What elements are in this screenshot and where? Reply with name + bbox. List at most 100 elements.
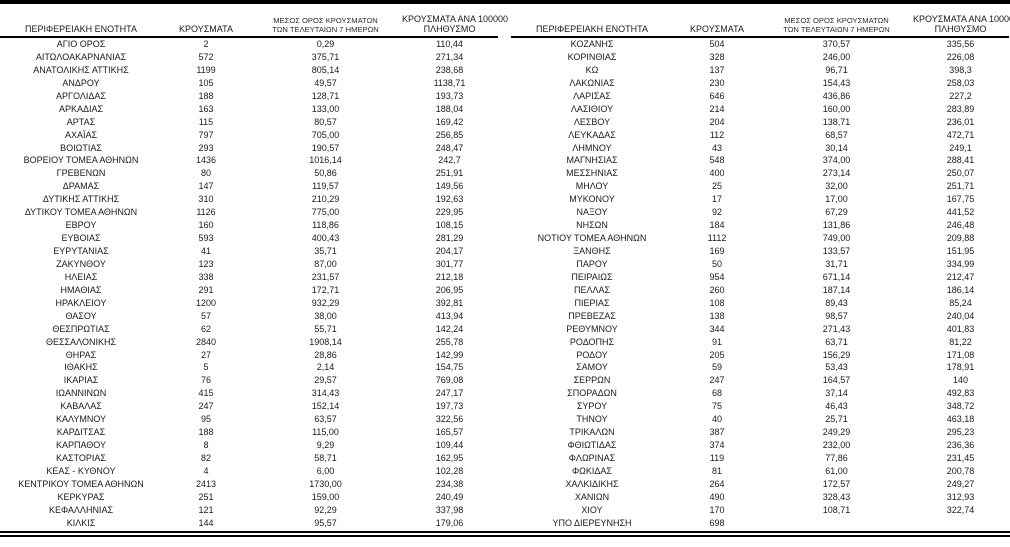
avg-7day-cell: 436,86: [822, 90, 851, 101]
table-row: ΜΗΛΟΥ 25 32,00 251,71: [511, 180, 1009, 193]
per-100k-cell: 226,08: [946, 51, 975, 62]
avg-7day-cell: 119,57: [312, 181, 339, 192]
region-name-cell: ΣΕΡΡΩΝ: [573, 375, 611, 386]
per-100k-cell: 256,85: [435, 129, 464, 140]
per-100k-cell: 348,72: [946, 401, 975, 412]
region-name-cell: ΑΓΙΟ ΟΡΟΣ: [56, 39, 106, 49]
per-100k-cell: 169,42: [435, 116, 464, 127]
table-row: ΦΛΩΡΙΝΑΣ 119 77,86 231,45: [511, 452, 1009, 465]
cases-count-cell: 954: [709, 271, 725, 282]
avg-7day-cell: 374,00: [822, 155, 851, 166]
cases-count-cell: 646: [709, 90, 725, 101]
per-100k-cell: 335,56: [946, 39, 975, 49]
per-100k-cell: 401,83: [946, 323, 975, 334]
region-name-cell: ΚΕΝΤΡΙΚΟΥ ΤΟΜΕΑ ΑΘΗΝΩΝ: [18, 478, 144, 489]
cases-count-cell: 1200: [195, 297, 217, 308]
region-name-cell: ΙΚΑΡΙΑΣ: [63, 375, 99, 386]
per-100k-cell: 186,14: [946, 284, 975, 295]
cases-count-cell: 119: [709, 453, 725, 463]
table-row: ΥΠΟ ΔΙΕΡΕΥΝΗΣΗ 698: [511, 517, 1009, 530]
table-row: ΘΗΡΑΣ 27 28,86 142,99: [0, 349, 498, 362]
region-name-cell: ΔΥΤΙΚΗΣ ΑΤΤΙΚΗΣ: [42, 194, 120, 205]
region-name-cell: ΞΑΝΘΗΣ: [573, 246, 611, 256]
per-100k-cell: 472,71: [946, 129, 975, 140]
avg-7day-cell: 805,14: [311, 64, 340, 75]
avg-7day-cell: 6,00: [316, 465, 335, 476]
region-name-cell: ΛΑΚΩΝΙΑΣ: [569, 77, 615, 88]
region-name-cell: ΖΑΚΥΝΘΟΥ: [56, 258, 106, 269]
table-row: ΣΠΟΡΑΔΩΝ 68 37,14 492,83: [511, 387, 1009, 400]
cases-count-cell: 160: [198, 220, 214, 231]
region-name-cell: ΜΗΛΟΥ: [575, 181, 609, 192]
cases-count-cell: 147: [198, 181, 214, 192]
cases-count-cell: 59: [711, 362, 722, 373]
per-100k-cell: 85,24: [949, 297, 972, 308]
per-100k-cell: 142,24: [435, 323, 464, 334]
region-name-cell: ΦΛΩΡΙΝΑΣ: [568, 453, 616, 463]
cases-count-cell: 214: [709, 103, 725, 114]
table-body: ΚΟΖΑΝΗΣ 504 370,57 335,56 ΚΟΡΙΝΘΙΑΣ 328 246,00…: [511, 37, 1009, 530]
avg-7day-cell: 30,14: [825, 142, 848, 153]
cases-count-cell: 387: [709, 427, 725, 438]
cases-count-cell: 504: [709, 39, 725, 49]
table-row: ΑΝΔΡΟΥ 105 49,57 1138,71: [0, 77, 498, 90]
per-100k-cell: 149,56: [435, 181, 464, 192]
avg-7day-cell: 775,00: [311, 207, 340, 218]
top-divider: [0, 0, 1010, 4]
per-100k-cell: 192,63: [435, 194, 464, 205]
table-header: ΠΕΡΙΦΕΡΕΙΑΚΗ ΕΝΟΤΗΤΑ ΚΡΟΥΣΜΑΤΑ ΜΕΣΟΣ ΟΡΟΣ …: [0, 6, 508, 38]
avg-7day-cell: 87,00: [314, 258, 337, 269]
per-100k-cell: 249,1: [949, 142, 972, 153]
region-name-cell: ΒΟΡΕΙΟΥ ΤΟΜΕΑ ΑΘΗΝΩΝ: [23, 155, 139, 166]
bottom-divider-line: [0, 530, 1010, 533]
avg-7day-cell: 671,14: [822, 271, 851, 282]
avg-7day-cell: 232,00: [822, 440, 851, 451]
per-100k-cell: 247,17: [435, 388, 464, 399]
table-row: ΣΑΜΟΥ 59 53,43 178,91: [511, 361, 1009, 374]
region-name-cell: ΚΩ: [585, 64, 599, 75]
cases-count-cell: 188: [198, 90, 214, 101]
avg-7day-cell: 92,29: [314, 504, 337, 515]
cases-count-cell: 230: [709, 77, 725, 88]
region-name-cell: ΚΑΒΑΛΑΣ: [60, 401, 102, 412]
avg-7day-cell: 67,29: [825, 207, 848, 218]
per-100k-cell: 281,29: [435, 233, 464, 244]
table-row: ΑΧΑΪΑΣ 797 705,00 256,85: [0, 129, 498, 142]
avg-7day-cell: 80,57: [314, 116, 337, 127]
table-row: ΑΡΚΑΔΙΑΣ 163 133,00 188,04: [0, 103, 498, 116]
region-name-cell: ΑΡΤΑΣ: [66, 116, 96, 127]
avg-7day-cell: 400,43: [311, 233, 340, 244]
cases-count-cell: 310: [198, 194, 214, 205]
per-100k-cell: 334,99: [946, 258, 975, 269]
cases-count-cell: 572: [198, 51, 214, 62]
avg-7day-cell: 187,14: [822, 284, 851, 295]
column-header-avg-7day: ΜΕΣΟΣ ΟΡΟΣ ΚΡΟΥΣΜΑΤΩΝ ΤΩΝ ΤΕΛΕΥΤΑΙΩΝ 7 ΗΜ…: [761, 6, 912, 38]
avg-7day-cell: 249,29: [822, 427, 851, 438]
per-100k-cell: 392,81: [435, 297, 464, 308]
per-100k-cell: 283,89: [946, 103, 975, 114]
avg-7day-cell: 77,86: [825, 453, 848, 463]
avg-7day-cell: 25,71: [825, 414, 848, 425]
table-row: ΦΘΙΩΤΙΔΑΣ 374 232,00 236,36: [511, 439, 1009, 452]
per-100k-cell: 109,44: [435, 440, 464, 451]
per-100k-cell: 140: [952, 375, 969, 386]
per-100k-cell: 246,48: [946, 220, 975, 231]
table-row: ΦΩΚΙΔΑΣ 81 61,00 200,78: [511, 465, 1009, 478]
per-100k-cell: 242,7: [438, 155, 461, 166]
avg-7day-cell: 705,00: [311, 129, 340, 140]
region-name-cell: ΚΕΑΣ - ΚΥΘΝΟΥ: [46, 465, 116, 476]
per-100k-cell: 251,91: [435, 168, 464, 179]
avg-7day-cell: 271,43: [822, 323, 851, 334]
cases-count-cell: 108: [709, 297, 725, 308]
bottom-divider-line: [0, 534, 1010, 537]
per-100k-cell: 151,95: [946, 246, 975, 256]
table-row: ΑΓΙΟ ΟΡΟΣ 2 0,29 110,44: [0, 37, 498, 51]
region-name-cell: ΗΡΑΚΛΕΙΟΥ: [55, 297, 107, 308]
avg-7day-cell: 17,00: [825, 194, 848, 205]
avg-7day-cell: 96,71: [825, 64, 848, 75]
table-row: ΝΟΤΙΟΥ ΤΟΜΕΑ ΑΘΗΝΩΝ 1112 749,00 209,88: [511, 232, 1009, 245]
avg-7day-cell: 46,43: [825, 401, 848, 412]
cases-count-cell: 8: [203, 440, 209, 451]
region-name-cell: ΑΧΑΪΑΣ: [64, 129, 98, 140]
per-100k-cell: 248,47: [435, 142, 464, 153]
